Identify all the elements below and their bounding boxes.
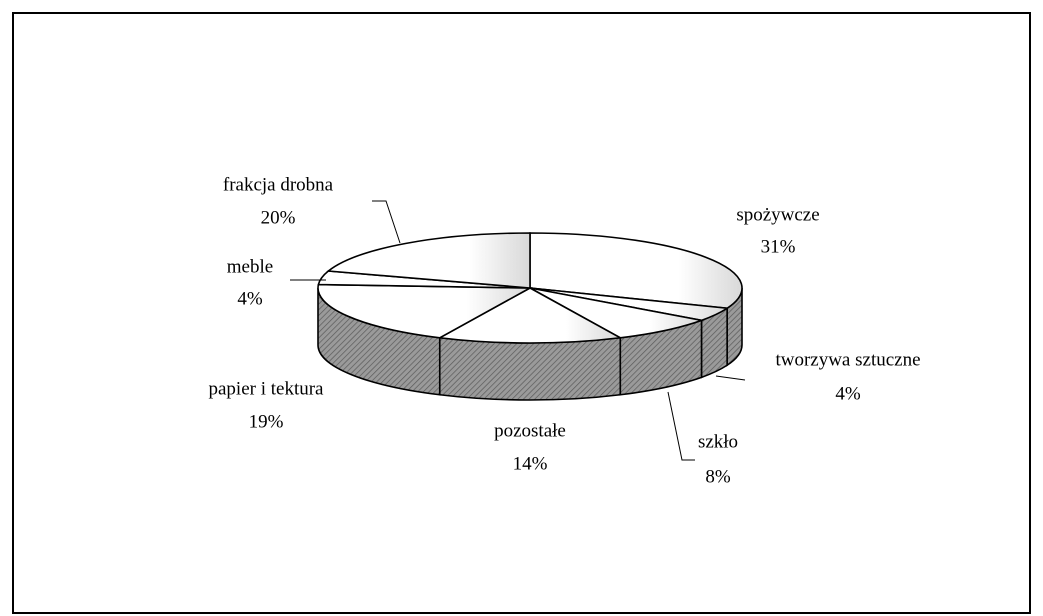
labels: spożywcze 31% tworzywa sztuczne 4% szkło 8% po… [208, 174, 920, 487]
pie-tops [317, 232, 743, 344]
category-label: meble [227, 256, 273, 277]
category-label: spożywcze [736, 204, 819, 225]
category-label: tworzywa sztuczne [775, 349, 920, 370]
pie-slice [529, 232, 743, 310]
pie-slice [437, 287, 623, 344]
leader-lines [290, 200, 746, 461]
category-label: pozostałe [494, 420, 566, 441]
value-label: 8% [705, 466, 731, 487]
value-label: 19% [249, 411, 284, 432]
pie-slice [317, 283, 534, 339]
pie-slice [326, 232, 531, 289]
category-label: szkło [698, 431, 738, 452]
pie-walls [317, 287, 743, 401]
leader-line [715, 375, 746, 381]
leader-line [372, 200, 401, 244]
leader-line [667, 391, 695, 461]
pie-slice [529, 287, 705, 339]
value-label: 31% [761, 236, 796, 257]
pie-wall [438, 336, 622, 401]
value-label: 14% [513, 453, 548, 474]
value-label: 4% [237, 288, 263, 309]
value-label: 4% [835, 383, 861, 404]
category-label: papier i tektura [208, 378, 324, 399]
value-label: 20% [261, 207, 296, 228]
category-label: frakcja drobna [223, 174, 334, 195]
